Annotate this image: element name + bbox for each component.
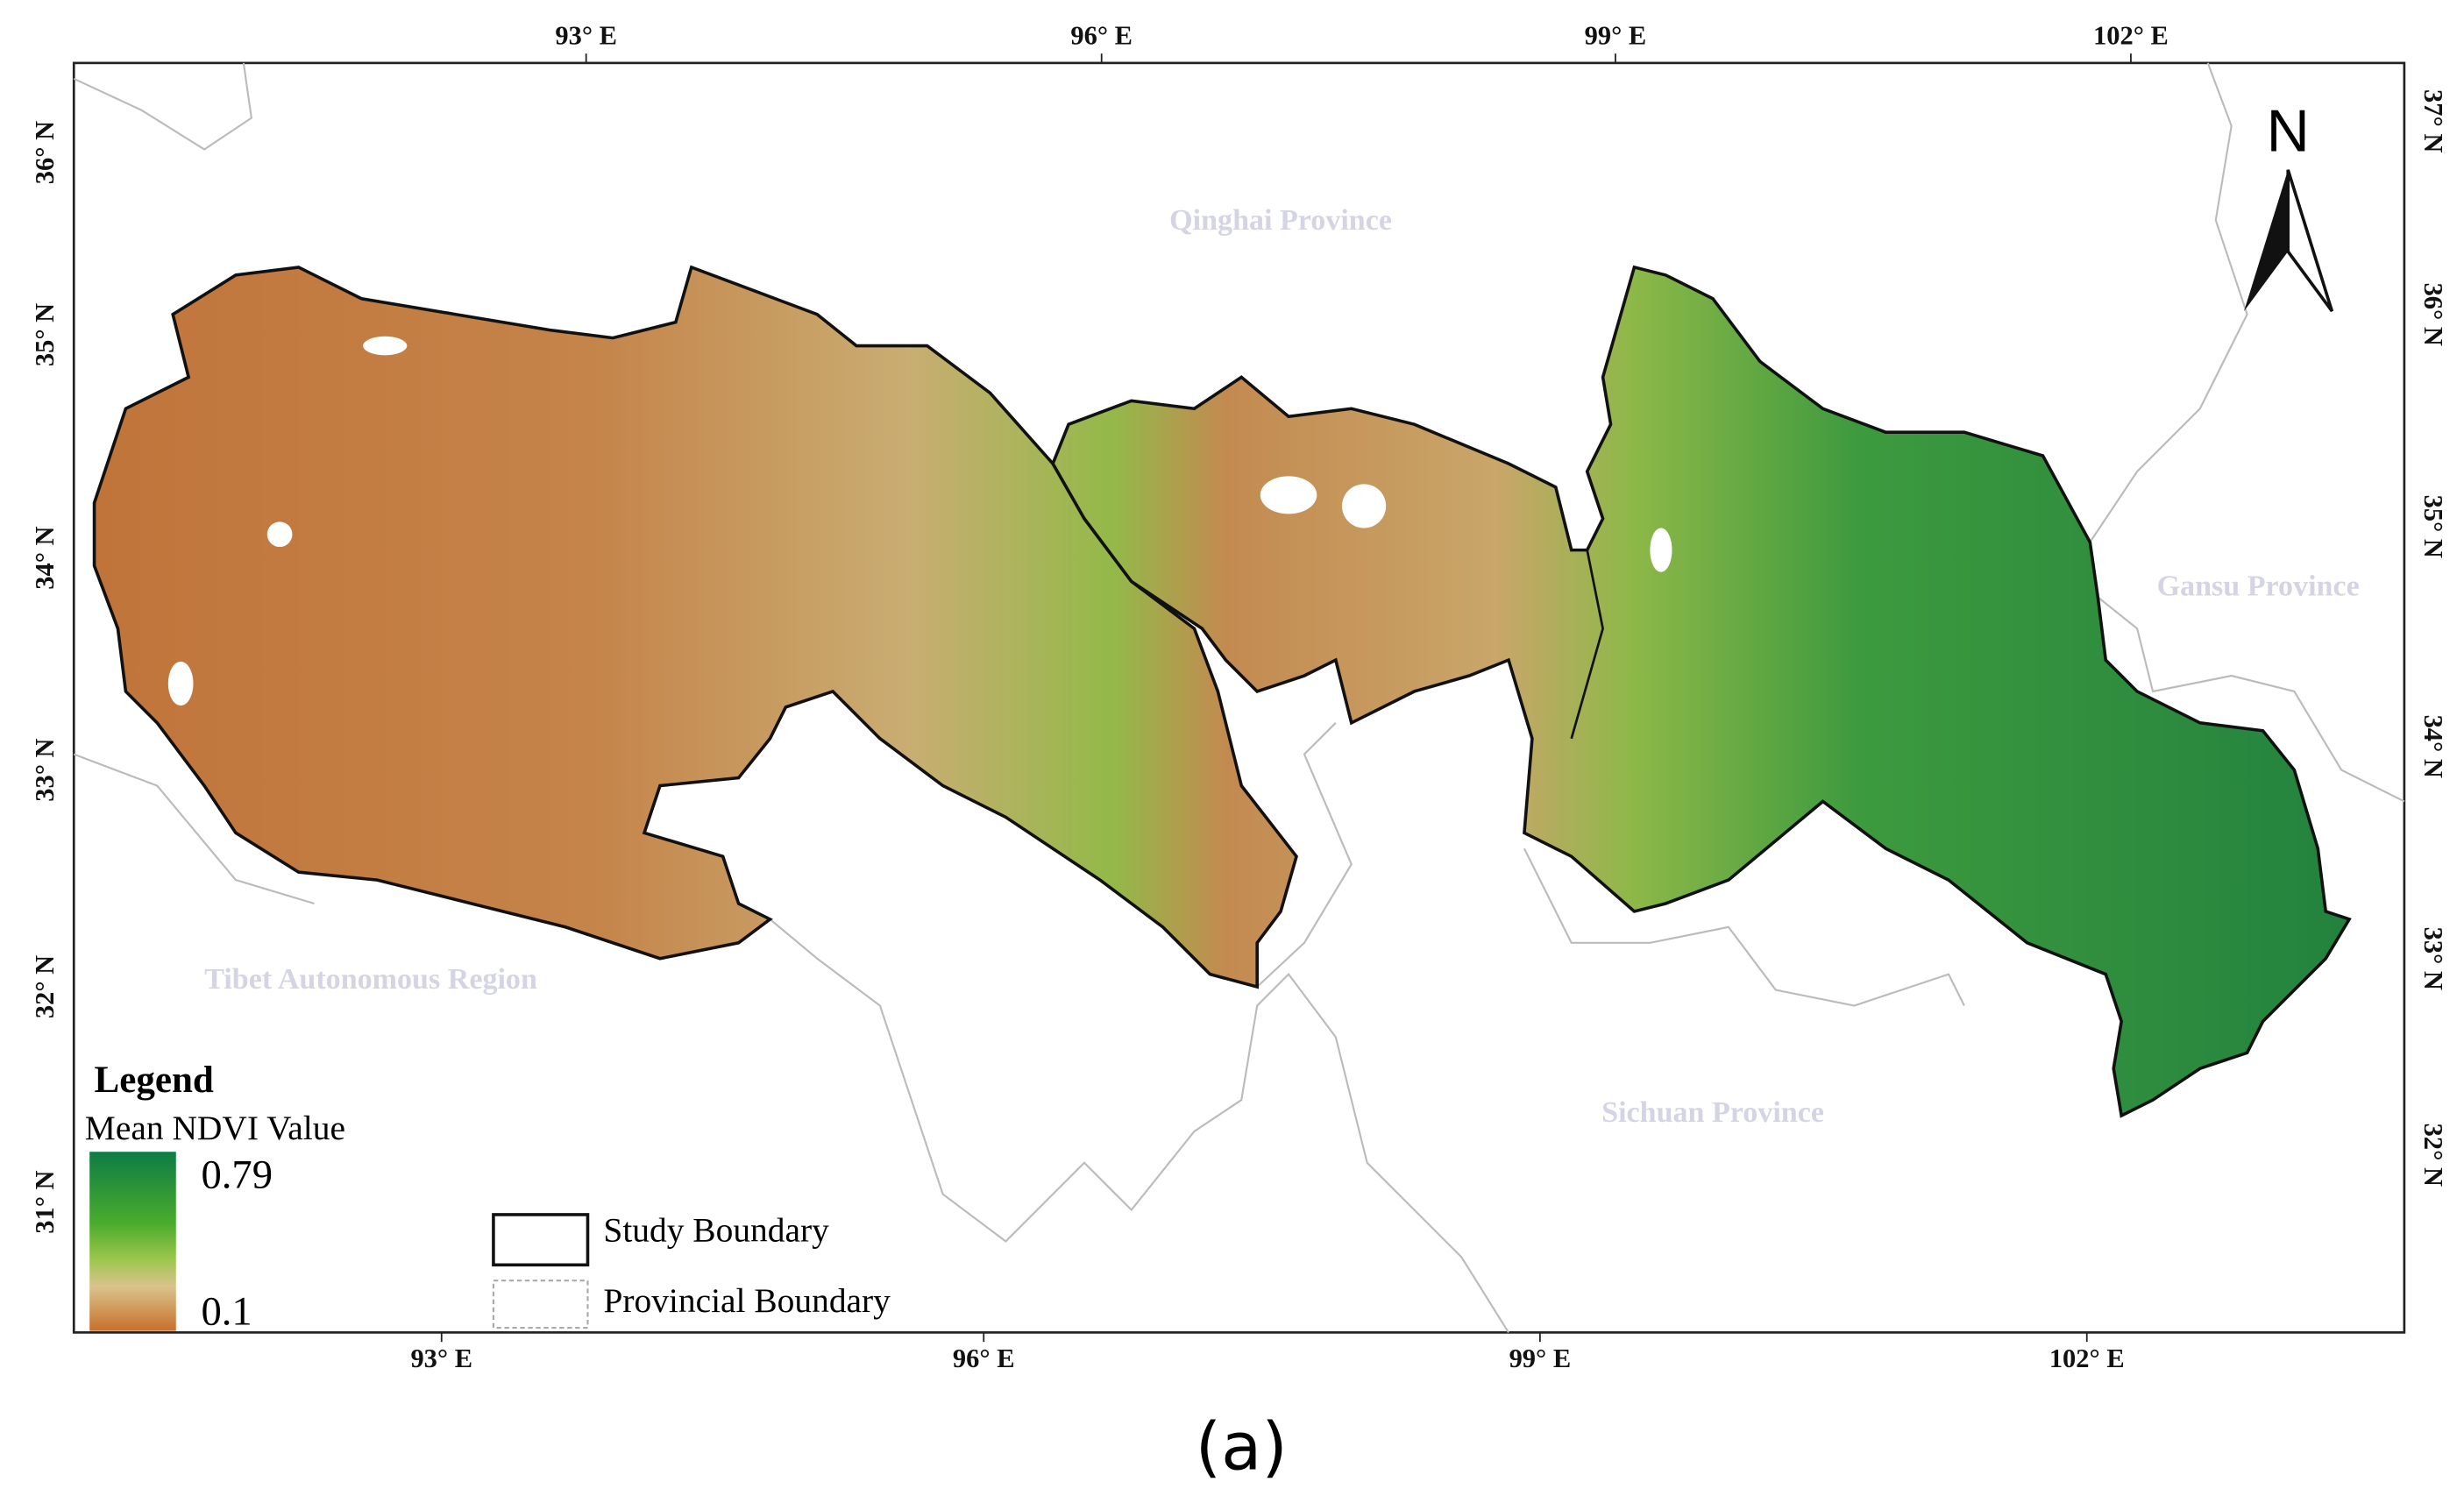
tick-label: 33° N bbox=[30, 738, 60, 801]
tick-label: 99° E bbox=[1585, 20, 1647, 50]
tick-label: 33° N bbox=[2418, 927, 2448, 990]
tick-label: 93° E bbox=[410, 1344, 472, 1373]
legend: Legend Mean NDVI Value 0.79 0.1 Study Bo… bbox=[85, 1060, 891, 1334]
tick-label: 36° N bbox=[30, 121, 60, 184]
tick-label: 32° N bbox=[30, 955, 60, 1018]
provincial-boundary-swatch bbox=[492, 1280, 589, 1329]
north-label: N bbox=[2267, 97, 2310, 164]
study-area-east bbox=[1051, 265, 2352, 1118]
tick-label: 36° N bbox=[2418, 283, 2448, 346]
legend-item: Study Boundary bbox=[603, 1210, 829, 1249]
legend-title: Legend bbox=[95, 1060, 214, 1101]
legend-max: 0.79 bbox=[201, 1152, 273, 1197]
study-area-west bbox=[92, 265, 1298, 989]
region-label: Qinghai Province bbox=[1169, 204, 1392, 237]
region-label: Gansu Province bbox=[2157, 571, 2360, 603]
tick-label: 32° N bbox=[2418, 1124, 2448, 1187]
north-arrow: N bbox=[2244, 97, 2334, 313]
tick-label: 37° N bbox=[2418, 89, 2448, 152]
color-ramp bbox=[89, 1152, 176, 1331]
legend-item: Provincial Boundary bbox=[603, 1281, 891, 1320]
tick-label: 35° N bbox=[30, 303, 60, 366]
legend-subtitle: Mean NDVI Value bbox=[85, 1109, 345, 1147]
provincial-boundaries bbox=[73, 62, 2405, 1333]
sub-boundary bbox=[1570, 549, 1604, 740]
tick-label: 96° E bbox=[1070, 20, 1133, 50]
tick-label: 102° E bbox=[2093, 20, 2169, 50]
caption: (a) bbox=[1196, 1407, 1288, 1485]
tick-label: 31° N bbox=[30, 1170, 60, 1233]
tick-label: 102° E bbox=[2049, 1344, 2125, 1373]
tick-label: 35° N bbox=[2418, 495, 2448, 558]
tick-label: 93° E bbox=[555, 20, 617, 50]
region-label: Sichuan Province bbox=[1601, 1096, 1824, 1129]
tick-label: 34° N bbox=[2418, 715, 2448, 778]
tick-label: 99° E bbox=[1509, 1344, 1572, 1373]
legend-min: 0.1 bbox=[201, 1288, 252, 1334]
no-data-patches bbox=[167, 336, 1672, 706]
study-boundary-swatch bbox=[492, 1213, 590, 1267]
tick-label: 96° E bbox=[953, 1344, 1015, 1373]
tick-label: 34° N bbox=[30, 526, 60, 589]
region-label: Tibet Autonomous Region bbox=[204, 963, 537, 996]
